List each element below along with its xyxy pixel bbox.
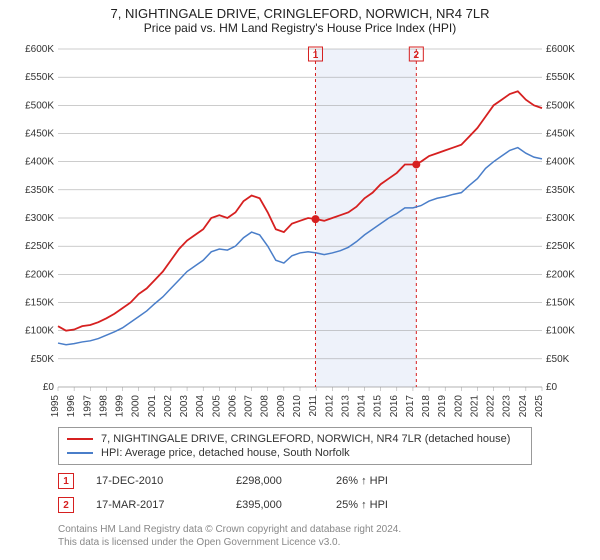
svg-text:2010: 2010 — [292, 395, 303, 418]
svg-text:1997: 1997 — [82, 395, 93, 418]
svg-text:2013: 2013 — [340, 395, 351, 418]
legend-label: HPI: Average price, detached house, Sout… — [101, 447, 350, 459]
svg-text:2002: 2002 — [163, 395, 174, 418]
legend-item: HPI: Average price, detached house, Sout… — [67, 446, 523, 460]
footnote: Contains HM Land Registry data © Crown c… — [58, 523, 532, 549]
svg-text:2011: 2011 — [308, 395, 319, 417]
svg-text:£400K: £400K — [546, 157, 575, 168]
svg-text:2025: 2025 — [534, 395, 545, 418]
svg-text:£600K: £600K — [546, 44, 575, 55]
svg-text:2004: 2004 — [195, 395, 206, 418]
svg-text:2009: 2009 — [276, 395, 287, 418]
svg-text:£50K: £50K — [31, 354, 55, 365]
svg-text:£350K: £350K — [25, 185, 54, 196]
legend-label: 7, NIGHTINGALE DRIVE, CRINGLEFORD, NORWI… — [101, 433, 510, 445]
marker-row: 2 17-MAR-2017£395,00025% ↑ HPI — [58, 493, 532, 517]
svg-text:£450K: £450K — [25, 129, 54, 140]
svg-text:2014: 2014 — [357, 395, 368, 418]
svg-text:2008: 2008 — [260, 395, 271, 418]
legend: 7, NIGHTINGALE DRIVE, CRINGLEFORD, NORWI… — [58, 427, 532, 465]
svg-text:£500K: £500K — [25, 100, 54, 111]
marker-price: £395,000 — [236, 499, 336, 511]
svg-text:2021: 2021 — [469, 395, 480, 418]
svg-text:1999: 1999 — [115, 395, 126, 418]
price-chart: £0 £0 £50K £50K £100K £100K £150K £150K £200K £20… — [10, 41, 590, 421]
svg-text:1998: 1998 — [98, 395, 109, 418]
svg-text:£550K: £550K — [546, 72, 575, 83]
svg-text:2015: 2015 — [373, 395, 384, 418]
marker-date: 17-MAR-2017 — [96, 499, 236, 511]
svg-text:2005: 2005 — [211, 395, 222, 418]
svg-text:£200K: £200K — [546, 269, 575, 280]
svg-text:£150K: £150K — [25, 298, 54, 309]
legend-item: 7, NIGHTINGALE DRIVE, CRINGLEFORD, NORWI… — [67, 432, 523, 446]
svg-text:2012: 2012 — [324, 395, 335, 418]
svg-text:£500K: £500K — [546, 100, 575, 111]
marker-badge: 1 — [58, 473, 74, 489]
svg-text:2000: 2000 — [131, 395, 142, 418]
svg-text:£250K: £250K — [546, 241, 575, 252]
svg-text:2023: 2023 — [502, 395, 513, 418]
marker-pct: 25% ↑ HPI — [336, 499, 456, 511]
footnote-line: Contains HM Land Registry data © Crown c… — [58, 523, 532, 536]
legend-swatch — [67, 438, 93, 440]
legend-swatch — [67, 452, 93, 454]
svg-text:2024: 2024 — [518, 395, 529, 418]
chart-subtitle: Price paid vs. HM Land Registry's House … — [10, 21, 590, 35]
chart-title: 7, NIGHTINGALE DRIVE, CRINGLEFORD, NORWI… — [10, 6, 590, 21]
svg-text:2001: 2001 — [147, 395, 158, 418]
svg-text:£550K: £550K — [25, 72, 54, 83]
svg-text:£600K: £600K — [25, 44, 54, 55]
svg-text:1996: 1996 — [66, 395, 77, 418]
svg-text:£0: £0 — [43, 382, 55, 393]
marker-badge: 2 — [58, 497, 74, 513]
svg-text:2006: 2006 — [227, 395, 238, 418]
svg-text:£200K: £200K — [25, 269, 54, 280]
svg-text:2: 2 — [414, 50, 420, 61]
svg-text:1995: 1995 — [50, 395, 61, 418]
svg-text:2020: 2020 — [453, 395, 464, 418]
svg-text:2016: 2016 — [389, 395, 400, 418]
marker-date: 17-DEC-2010 — [96, 475, 236, 487]
svg-text:1: 1 — [313, 50, 319, 61]
svg-text:£150K: £150K — [546, 298, 575, 309]
svg-text:2007: 2007 — [244, 395, 255, 418]
svg-text:£100K: £100K — [25, 326, 54, 337]
marker-table: 1 17-DEC-2010£298,00026% ↑ HPI 2 17-MAR-201… — [58, 469, 532, 517]
svg-text:£300K: £300K — [25, 213, 54, 224]
footnote-line: This data is licensed under the Open Gov… — [58, 536, 532, 549]
svg-text:£0: £0 — [546, 382, 558, 393]
svg-text:£400K: £400K — [25, 157, 54, 168]
marker-price: £298,000 — [236, 475, 336, 487]
svg-text:2018: 2018 — [421, 395, 432, 418]
svg-text:£350K: £350K — [546, 185, 575, 196]
svg-text:£300K: £300K — [546, 213, 575, 224]
svg-text:2022: 2022 — [486, 395, 497, 418]
svg-text:£250K: £250K — [25, 241, 54, 252]
svg-text:£50K: £50K — [546, 354, 570, 365]
svg-text:2003: 2003 — [179, 395, 190, 418]
marker-row: 1 17-DEC-2010£298,00026% ↑ HPI — [58, 469, 532, 493]
svg-text:2017: 2017 — [405, 395, 416, 418]
svg-text:£100K: £100K — [546, 326, 575, 337]
svg-text:2019: 2019 — [437, 395, 448, 418]
svg-text:£450K: £450K — [546, 129, 575, 140]
marker-pct: 26% ↑ HPI — [336, 475, 456, 487]
